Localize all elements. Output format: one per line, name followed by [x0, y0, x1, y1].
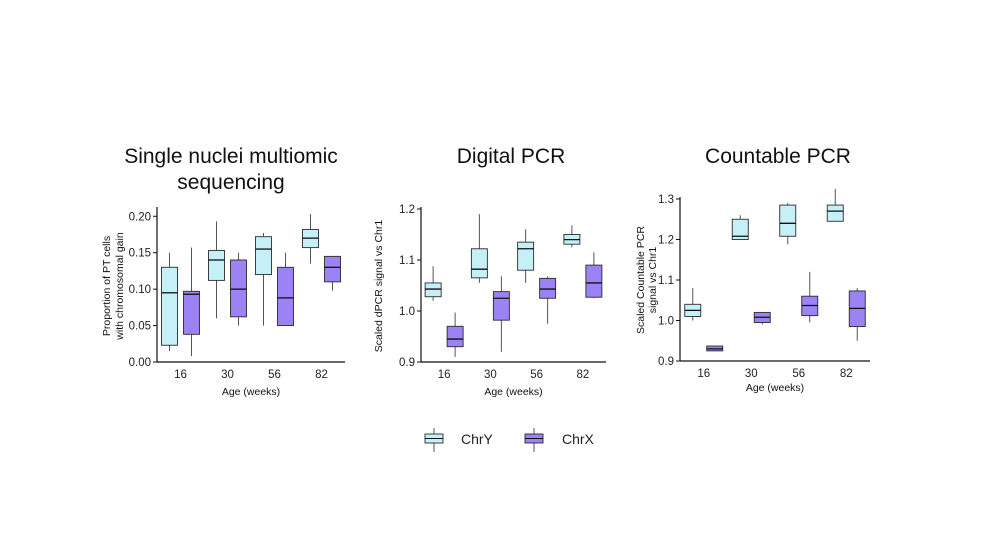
box-chry-30	[208, 221, 225, 319]
chart-title: Countable PCR	[705, 145, 851, 168]
y-tick-label: 0.05	[129, 321, 151, 333]
box-iqr	[731, 218, 749, 240]
box-iqr	[277, 266, 294, 327]
box-iqr	[826, 204, 844, 222]
chart-title: sequencing	[177, 171, 284, 194]
x-tick-label: 56	[530, 369, 543, 381]
box-chrx-56	[801, 271, 819, 323]
chart-title: Single nuclei multiomic	[124, 145, 338, 168]
y-tick-label: 0.9	[658, 356, 674, 368]
box-chry-56	[517, 229, 535, 283]
chart-panel-3: Countable PCR 0.9 1.0 1.1 1.2 1.3 16 30 56 82 Age …	[635, 145, 870, 394]
chart-panel-1: Single nuclei multiomic sequencing 0.00 0.0…	[101, 145, 345, 398]
box-chrx-56	[277, 252, 294, 327]
x-tick-label: 30	[484, 369, 497, 381]
legend-item-chry: ChrY	[424, 428, 494, 452]
x-tick-label: 56	[268, 369, 281, 381]
box-chrx-30	[230, 252, 247, 326]
y-tick-label: 0.10	[129, 284, 151, 296]
y-axis-label: signal vs Chr1	[647, 247, 659, 314]
legend-label: ChrY	[461, 431, 494, 447]
box-chry-82	[302, 214, 319, 264]
box-chry-82	[826, 188, 844, 222]
box-iqr	[585, 264, 603, 298]
x-tick-label: 56	[792, 368, 805, 380]
x-tick-label: 16	[697, 368, 710, 380]
box-iqr	[161, 266, 178, 346]
box-iqr	[183, 290, 200, 335]
box-iqr	[517, 241, 535, 271]
box-chrx-82	[848, 288, 866, 341]
x-axis-label: Age (weeks)	[484, 386, 542, 398]
box-iqr	[539, 277, 557, 299]
y-tick-label: 1.3	[658, 194, 674, 206]
y-tick-label: 0.9	[399, 357, 415, 369]
box-iqr	[255, 236, 272, 276]
y-axis-label: with chromosomal gain	[114, 232, 126, 341]
box-chrx-82	[585, 252, 603, 299]
x-axis-label: Age (weeks)	[746, 382, 804, 394]
box-chry-56	[779, 203, 797, 245]
y-tick-label: 1.0	[658, 316, 674, 328]
box-chrx-30	[492, 276, 510, 352]
box-chry-16	[424, 266, 442, 301]
y-tick-label: 1.2	[399, 204, 415, 216]
x-tick-label: 16	[174, 369, 187, 381]
legend-item-chrx: ChrX	[524, 428, 595, 452]
y-axis-label: Scaled dPCR signal vs Chr1	[373, 220, 385, 353]
y-axis-label: Scaled Countable PCR	[635, 226, 647, 334]
x-tick-label: 82	[576, 369, 589, 381]
legend-label: ChrX	[562, 431, 595, 447]
box-chrx-16	[706, 345, 724, 352]
box-chry-16	[684, 288, 702, 321]
box-chrx-56	[539, 276, 557, 324]
box-iqr	[324, 255, 341, 283]
y-axis-label: Proportion of PT cells	[101, 236, 113, 336]
x-tick-label: 82	[840, 368, 853, 380]
box-chry-16	[161, 252, 178, 352]
x-tick-label: 82	[315, 369, 328, 381]
legend: ChrY ChrX	[424, 428, 595, 452]
box-chry-56	[255, 233, 272, 326]
box-iqr	[779, 204, 797, 237]
box-chry-30	[731, 215, 749, 240]
box-iqr	[470, 248, 488, 279]
y-tick-label: 0.20	[129, 211, 151, 223]
box-chry-30	[470, 214, 488, 283]
box-iqr	[492, 291, 510, 321]
box-chry-82	[563, 225, 581, 248]
chart-panel-2: Digital PCR 0.9 1.0 1.1 1.2 16 30 56 82 Age (week…	[373, 145, 606, 398]
box-chrx-16	[446, 312, 464, 357]
box-iqr	[230, 259, 247, 318]
box-chrx-30	[753, 311, 771, 325]
box-chrx-16	[183, 247, 200, 357]
box-chrx-82	[324, 255, 341, 291]
box-iqr	[446, 325, 464, 348]
y-tick-label: 1.0	[399, 306, 415, 318]
x-tick-label: 30	[745, 368, 758, 380]
y-tick-label: 1.2	[658, 235, 674, 247]
chart-panels: Single nuclei multiomic sequencing 0.00 0.0…	[101, 145, 870, 398]
box-iqr	[208, 250, 225, 281]
x-tick-label: 30	[221, 369, 234, 381]
y-tick-label: 1.1	[658, 275, 674, 287]
chart-title: Digital PCR	[457, 145, 566, 168]
x-axis-label: Age (weeks)	[222, 386, 280, 398]
y-tick-label: 0.15	[129, 248, 151, 260]
y-tick-label: 1.1	[399, 255, 415, 267]
box-iqr	[424, 282, 442, 298]
y-tick-label: 0.00	[129, 357, 151, 369]
x-tick-label: 16	[438, 369, 451, 381]
